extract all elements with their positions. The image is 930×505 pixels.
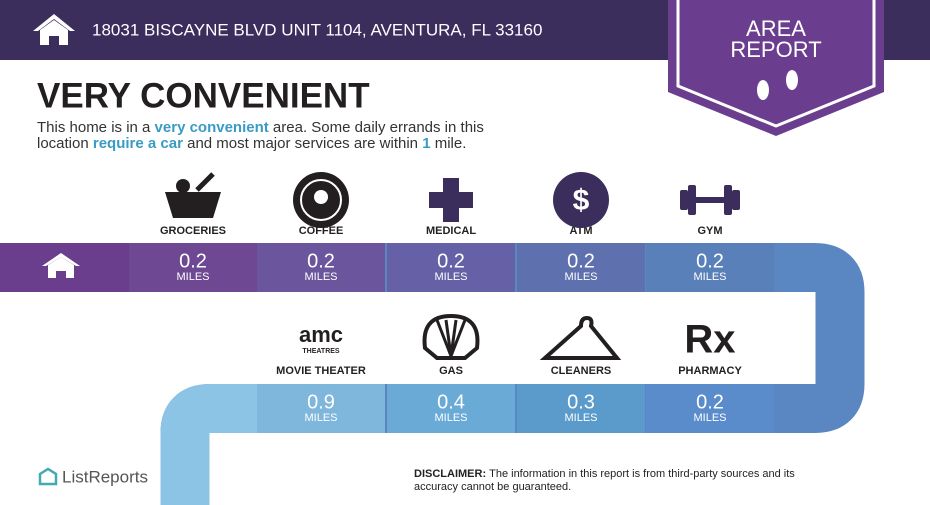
distance-unit: MILES xyxy=(564,271,597,283)
distance-cell xyxy=(387,384,515,433)
amenity-label: MEDICAL xyxy=(426,225,476,237)
distance-unit: MILES xyxy=(434,412,467,424)
amenity-icon xyxy=(539,315,622,360)
icon-text: $ xyxy=(573,184,590,217)
distance-cell xyxy=(257,384,385,433)
description-part: 1 xyxy=(422,135,430,152)
distance-value: 0.2 xyxy=(696,391,724,413)
route-band xyxy=(160,384,258,505)
hanger xyxy=(539,315,622,360)
distance-value: 0.2 xyxy=(179,250,207,272)
plate xyxy=(732,190,740,210)
produce xyxy=(195,172,215,192)
description-part: very convenient xyxy=(155,119,269,136)
amenity-label: GAS xyxy=(439,365,463,377)
disclaimer-text: The information in this report is from t… xyxy=(489,468,795,480)
basket xyxy=(165,192,221,218)
amenity-label: GYM xyxy=(697,225,722,237)
badge-text: REPORT xyxy=(730,37,821,62)
description-part: This home is in a xyxy=(37,119,155,136)
distance-cell xyxy=(646,384,774,433)
footprints xyxy=(757,70,798,100)
distance-cell xyxy=(257,243,385,292)
distance-cell xyxy=(517,243,645,292)
distance-unit: MILES xyxy=(304,412,337,424)
address: 18031 BISCAYNE BLVD UNIT 1104, AVENTURA,… xyxy=(92,20,542,39)
distance-value: 0.4 xyxy=(437,391,465,413)
distance-unit: MILES xyxy=(434,271,467,283)
home-icon xyxy=(42,253,80,278)
footer-panel xyxy=(230,440,930,505)
shell-rib xyxy=(444,319,453,357)
coffee-logo xyxy=(314,190,328,204)
amenity-label: ATM xyxy=(569,225,592,237)
heading: VERY CONVENIENT xyxy=(37,76,370,115)
description-part: location xyxy=(37,135,93,152)
distance-unit: MILES xyxy=(176,271,209,283)
disclaimer-label: DISCLAIMER: xyxy=(414,468,486,480)
icon-text: THEATRES xyxy=(302,348,340,355)
amenity-icon xyxy=(293,172,349,228)
distance-cell xyxy=(646,243,774,292)
badge-text: AREA xyxy=(746,16,806,41)
description-part: and most major services are within xyxy=(183,135,422,152)
amenity-label: GROCERIES xyxy=(160,225,226,237)
cross xyxy=(429,178,473,222)
amenity-label: COFFEE xyxy=(299,225,344,237)
description-part: require a car xyxy=(93,135,183,152)
badge xyxy=(668,0,884,136)
amenity-icon xyxy=(165,172,221,218)
disclaimer: accuracy cannot be guaranteed. xyxy=(414,481,571,493)
description-part: mile. xyxy=(431,135,467,152)
amenity-icon xyxy=(680,185,740,215)
shell xyxy=(422,313,480,360)
amenity-label: CLEANERS xyxy=(551,365,612,377)
distance-value: 0.2 xyxy=(437,250,465,272)
distance-value: 0.2 xyxy=(567,250,595,272)
amenity-label: PHARMACY xyxy=(678,365,742,377)
distance-value: 0.2 xyxy=(307,250,335,272)
plate xyxy=(680,190,688,210)
description: This home is in a very convenient area. … xyxy=(37,119,484,152)
shell-rib xyxy=(449,319,467,357)
distance-value: 0.2 xyxy=(696,250,724,272)
plate xyxy=(688,185,696,215)
bar xyxy=(680,197,740,203)
plate xyxy=(724,185,732,215)
icon-text: Rx xyxy=(684,318,735,362)
badge-border xyxy=(676,0,876,128)
distance-value: 0.3 xyxy=(567,391,595,413)
coffee-logo xyxy=(300,179,342,221)
amenity-icon xyxy=(422,313,480,360)
distance-cell xyxy=(517,384,645,433)
coin xyxy=(553,172,609,228)
home-icon xyxy=(33,14,75,45)
amenity-icon: Rx xyxy=(684,318,735,362)
distance-unit: MILES xyxy=(304,271,337,283)
produce xyxy=(176,179,190,193)
distance-unit: MILES xyxy=(564,412,597,424)
disclaimer: DISCLAIMER: The information in this repor… xyxy=(414,468,795,480)
brand-logo xyxy=(38,467,58,486)
distance-cell xyxy=(129,243,257,292)
distance-cell xyxy=(387,243,515,292)
brand: ListReports xyxy=(62,467,148,486)
amenity-label: MOVIE THEATER xyxy=(276,365,366,377)
distance-value: 0.9 xyxy=(307,391,335,413)
distance-unit: MILES xyxy=(693,412,726,424)
amenity-icon xyxy=(429,178,473,222)
amenity-icon: $ xyxy=(553,172,609,228)
description-part: area. Some daily errands in this xyxy=(269,119,484,136)
icon-text: amc xyxy=(299,322,343,347)
distance-unit: MILES xyxy=(693,271,726,283)
